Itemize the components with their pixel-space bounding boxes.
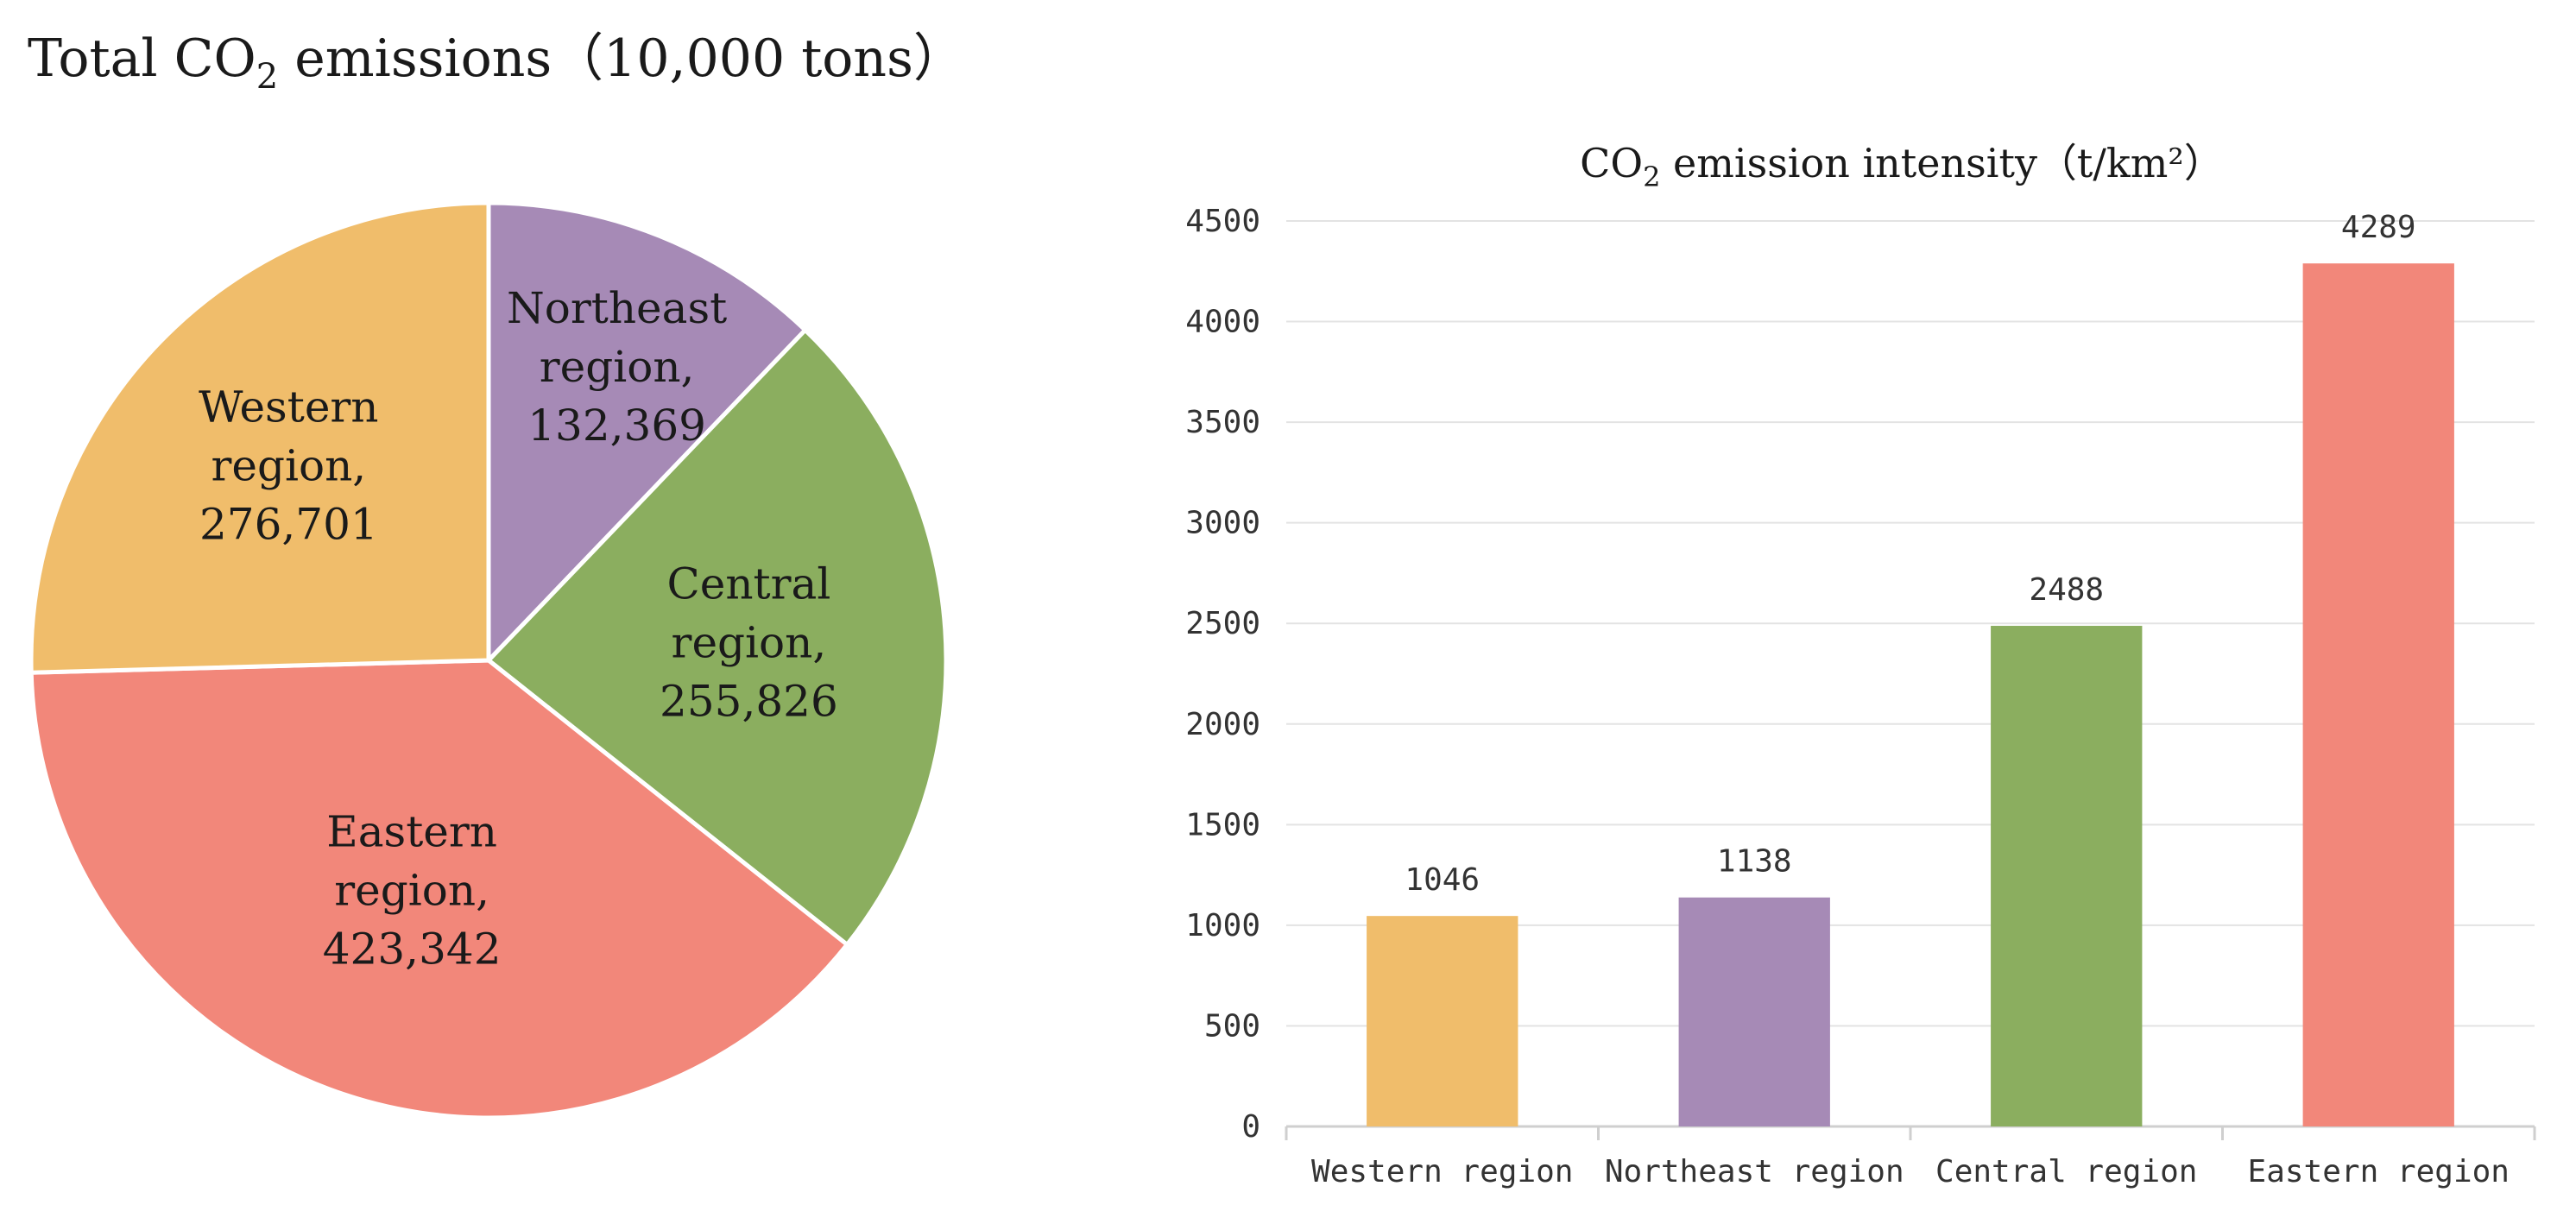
bar-value-label: 4289 bbox=[2341, 210, 2416, 245]
pie-slice-eastern-region bbox=[28, 658, 850, 1120]
pie-slice-northeast-region bbox=[486, 200, 809, 666]
y-tick-label: 1000 bbox=[1185, 908, 1260, 943]
pie-chart: Total CO2 emissions（10,000 tons） Northea… bbox=[28, 28, 965, 1120]
bar-title: CO2 emission intensity（t/km²） bbox=[1580, 140, 2224, 193]
y-tick-label: 4000 bbox=[1185, 305, 1260, 340]
pie-slice-central-region bbox=[485, 326, 949, 948]
y-tick-label: 3500 bbox=[1185, 405, 1260, 440]
x-category-label: Western region bbox=[1311, 1154, 1573, 1189]
pie-label-western-region: Western region, 276,701 bbox=[199, 382, 378, 549]
pie-title: Total CO2 emissions（10,000 tons） bbox=[28, 28, 965, 97]
bar-western-region bbox=[1367, 916, 1518, 1126]
y-tick-label: 2000 bbox=[1185, 707, 1260, 742]
bar-value-label: 1046 bbox=[1405, 862, 1480, 898]
bar-central-region bbox=[1991, 626, 2143, 1126]
bar-value-label: 2488 bbox=[2029, 572, 2104, 608]
pie-label-central-region: Central region, 255,826 bbox=[660, 558, 838, 726]
y-tick-label: 500 bbox=[1204, 1008, 1260, 1044]
bar-eastern-region bbox=[2302, 263, 2454, 1127]
pie-label-eastern-region: Eastern region, 423,342 bbox=[323, 806, 502, 974]
bar-value-label: 1138 bbox=[1717, 844, 1792, 880]
y-tick-label: 4500 bbox=[1185, 204, 1260, 239]
y-tick-label: 0 bbox=[1241, 1109, 1260, 1145]
pie-slice-western-region bbox=[28, 200, 491, 675]
y-tick-label: 1500 bbox=[1185, 807, 1260, 842]
x-category-label: Eastern region bbox=[2248, 1154, 2510, 1189]
y-tick-label: 2500 bbox=[1185, 606, 1260, 641]
x-category-label: Northeast region bbox=[1605, 1154, 1904, 1189]
bar-northeast-region bbox=[1678, 897, 1830, 1126]
pie-label-northeast-region: Northeast region, 132,369 bbox=[507, 283, 727, 451]
y-tick-label: 3000 bbox=[1185, 506, 1260, 541]
x-category-label: Central region bbox=[1935, 1154, 2197, 1189]
